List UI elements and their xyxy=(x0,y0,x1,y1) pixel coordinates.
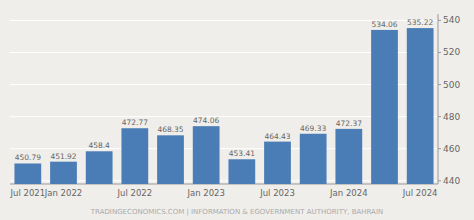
bar xyxy=(50,162,77,184)
bar xyxy=(264,142,291,184)
footer: TRADINGECONOMICS.COM | INFORMATION & EGO… xyxy=(90,208,383,216)
y-tick-label: 540 xyxy=(443,15,460,25)
data-label: 451.92 xyxy=(50,152,76,161)
bar xyxy=(157,135,184,184)
bar xyxy=(300,134,327,184)
data-label: 535.22 xyxy=(407,18,433,27)
data-label: 450.79 xyxy=(15,153,41,162)
y-tick-label: 440 xyxy=(443,176,460,186)
data-label: 464.43 xyxy=(264,132,290,141)
bar xyxy=(228,159,255,184)
y-tick-label: 520 xyxy=(443,47,460,57)
data-label: 453.41 xyxy=(229,149,255,158)
data-label: 474.06 xyxy=(193,116,219,125)
data-labels: 450.79 451.92 458.4 472.77 468.35 474.06 453.4… xyxy=(15,18,434,162)
x-tick-label: Jul 2021 xyxy=(10,188,46,198)
data-label: 472.37 xyxy=(336,119,362,128)
data-label: 472.77 xyxy=(122,118,148,127)
x-tick-label: Jan 2023 xyxy=(186,188,224,198)
y-axis-line xyxy=(438,14,439,184)
bar xyxy=(121,128,148,184)
data-label: 468.35 xyxy=(157,125,183,134)
y-tick-label: 460 xyxy=(443,144,460,154)
data-label: 469.33 xyxy=(300,124,326,133)
bar xyxy=(86,151,113,184)
x-tick-label: Jan 2024 xyxy=(329,188,367,198)
bar xyxy=(14,163,41,184)
chart: 440 460 480 500 520 540 450.79 451.92 458.4 472.7… xyxy=(0,0,474,220)
background xyxy=(0,0,474,220)
x-tick-label: Jul 2022 xyxy=(117,188,153,198)
y-tick-label: 480 xyxy=(443,112,460,122)
data-label: 458.4 xyxy=(88,141,110,150)
x-tick-label: Jan 2022 xyxy=(44,188,82,198)
data-label: 534.06 xyxy=(371,20,397,29)
y-tick-label: 500 xyxy=(443,80,460,90)
bar xyxy=(407,28,434,184)
bar xyxy=(371,30,398,184)
x-tick-label: Jul 2024 xyxy=(402,188,438,198)
x-axis: Jul 2021Jan 2022 Jul 2022 Jan 2023 Jul 2023… xyxy=(10,188,438,198)
x-tick-label: Jul 2023 xyxy=(259,188,295,198)
bar xyxy=(335,129,362,184)
bar xyxy=(193,126,220,184)
bars xyxy=(14,28,433,184)
